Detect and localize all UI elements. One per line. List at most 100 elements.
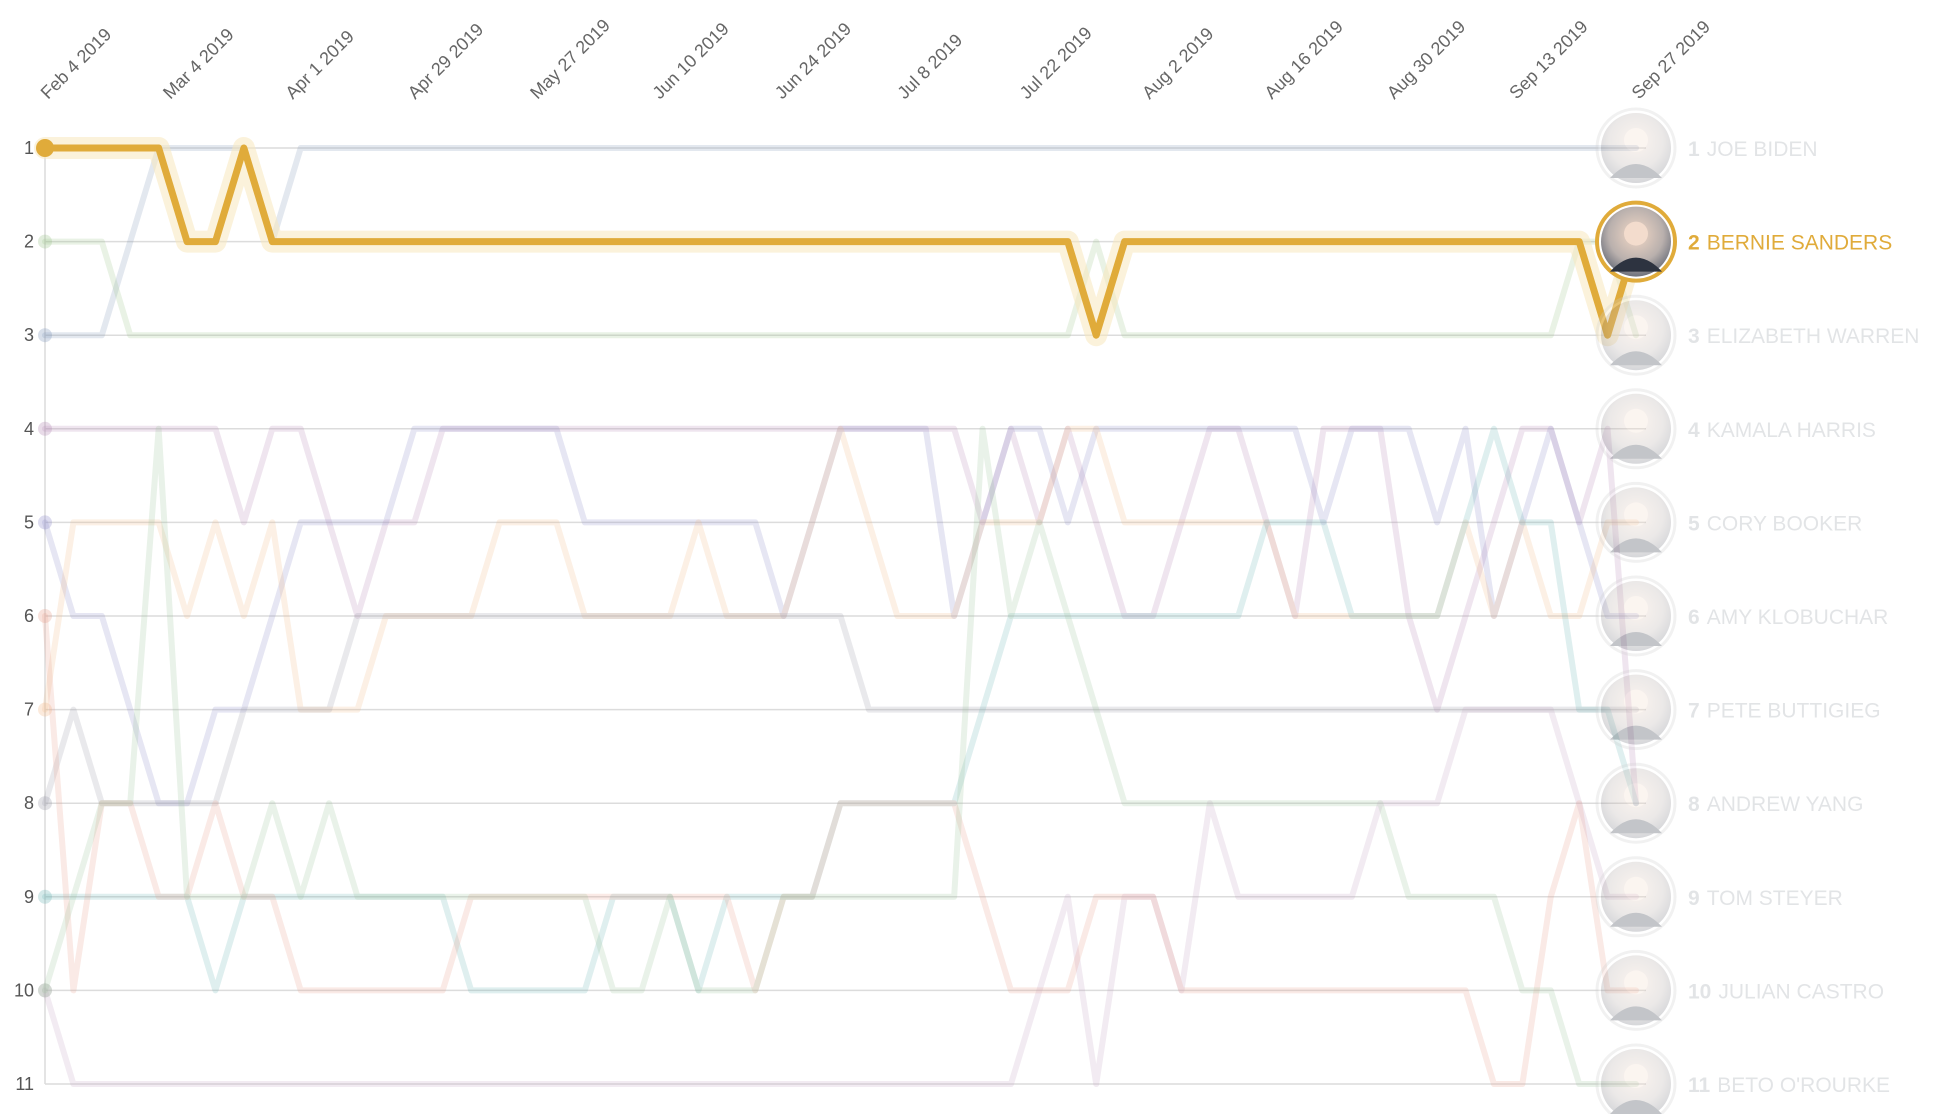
x-tick-label: Sep 27 2019 — [1628, 16, 1714, 102]
candidate-label: 1 JOE BIDEN — [1688, 138, 1818, 161]
y-tick-label: 9 — [24, 887, 34, 907]
avatar-shoulders — [1610, 257, 1662, 272]
candidate-rank: 4 — [1688, 419, 1700, 442]
series-lines — [38, 145, 1639, 1087]
y-tick-label: 6 — [24, 606, 34, 626]
avatar-head — [1624, 970, 1648, 995]
candidate-rank: 11 — [1688, 1074, 1711, 1097]
candidate-label: 11 BETO O'ROURKE — [1688, 1074, 1890, 1097]
candidate-rank: 3 — [1688, 325, 1700, 348]
avatar-head — [1624, 1064, 1648, 1088]
candidate-name: ELIZABETH WARREN — [1707, 325, 1920, 348]
series-start-dot-amy-klobuchar — [38, 702, 52, 717]
avatar — [1601, 1049, 1671, 1114]
candidate-name: ANDREW YANG — [1707, 793, 1864, 816]
avatar-shoulders — [1610, 1100, 1662, 1114]
series-line-pete-buttigieg — [42, 613, 1639, 807]
candidate-name: BERNIE SANDERS — [1707, 232, 1893, 255]
candidate-beto-o-rourke[interactable]: 11 BETO O'ROURKE — [1595, 1043, 1890, 1114]
avatar-shoulders — [1610, 632, 1662, 646]
candidate-elizabeth-warren[interactable]: 3 ELIZABETH WARREN — [1595, 294, 1919, 376]
avatar-head — [1624, 315, 1648, 340]
x-tick-label: Mar 4 2019 — [159, 24, 238, 103]
candidate-name: PETE BUTTIGIEG — [1707, 700, 1881, 723]
series-line-elizabeth-warren — [42, 238, 1639, 339]
series-line-amy-klobuchar — [42, 425, 1639, 713]
candidate-cory-booker[interactable]: 5 CORY BOOKER — [1595, 481, 1862, 563]
avatar — [1601, 861, 1671, 932]
series-start-dot-joe-biden — [38, 328, 52, 343]
candidate-name: JULIAN CASTRO — [1718, 980, 1884, 1003]
candidate-kamala-harris[interactable]: 4 KAMALA HARRIS — [1595, 388, 1876, 470]
candidate-label: 5 CORY BOOKER — [1688, 512, 1862, 535]
candidate-rank: 10 — [1688, 980, 1711, 1003]
series-start-dot-tom-steyer — [38, 983, 52, 998]
candidate-name: AMY KLOBUCHAR — [1707, 606, 1889, 629]
series-start-dot-cory-booker — [38, 515, 52, 530]
x-tick-label: Jun 24 2019 — [771, 19, 855, 103]
candidate-rank: 2 — [1688, 232, 1700, 255]
avatar — [1601, 300, 1671, 371]
x-axis-ticks: Feb 4 2019 Mar 4 2019 Apr 1 2019 Apr 29 201… — [37, 15, 1714, 103]
series-line-julian-castro — [42, 613, 1639, 1087]
x-tick-label: Jul 22 2019 — [1016, 23, 1096, 103]
series-start-dot-andrew-yang — [38, 889, 52, 904]
candidate-rank: 5 — [1688, 512, 1700, 535]
avatar-shoulders — [1610, 444, 1662, 459]
candidate-joe-biden[interactable]: 1 JOE BIDEN — [1595, 107, 1818, 189]
candidate-rank: 9 — [1688, 887, 1700, 910]
avatar-shoulders — [1610, 1006, 1662, 1021]
series-start-dot-bernie-sanders — [36, 139, 54, 157]
highlight-series — [34, 137, 1647, 347]
candidate-label: 6 AMY KLOBUCHAR — [1688, 606, 1888, 629]
candidate-rank: 8 — [1688, 793, 1700, 816]
y-tick-label: 5 — [24, 512, 34, 532]
avatar-shoulders — [1610, 351, 1662, 366]
x-tick-label: Apr 29 2019 — [404, 19, 487, 102]
candidate-label: 3 ELIZABETH WARREN — [1688, 325, 1919, 348]
candidate-label: 9 TOM STEYER — [1688, 887, 1843, 910]
candidate-name: JOE BIDEN — [1707, 138, 1818, 161]
candidate-tom-steyer[interactable]: 9 TOM STEYER — [1595, 856, 1843, 938]
candidate-bernie-sanders[interactable]: 2 BERNIE SANDERS — [1595, 200, 1893, 283]
y-tick-label: 3 — [24, 325, 34, 345]
avatar-head — [1624, 596, 1648, 620]
y-tick-label: 8 — [24, 793, 34, 813]
x-tick-label: Aug 16 2019 — [1261, 16, 1347, 102]
candidate-pete-buttigieg[interactable]: 7 PETE BUTTIGIEG — [1595, 669, 1881, 751]
series-line-tom-steyer — [42, 706, 1639, 1087]
series-start-dot-elizabeth-warren — [38, 234, 52, 249]
avatar — [1601, 393, 1671, 464]
avatar-head — [1624, 502, 1648, 527]
x-tick-label: Aug 2 2019 — [1138, 24, 1217, 103]
avatar-head — [1624, 408, 1648, 433]
candidate-labels: 1 JOE BIDEN 2 BERNIE SANDERS 3 ELIZABETH WARR… — [1595, 107, 1919, 1114]
series-line-andrew-yang — [42, 425, 1639, 994]
candidate-rank: 1 — [1688, 138, 1700, 161]
y-axis-ticks: 1 2 3 4 5 6 7 8 9 10 11 — [14, 138, 34, 1094]
series-start-dot-kamala-harris — [38, 421, 52, 436]
x-tick-label: Jun 10 2019 — [649, 19, 733, 103]
x-tick-label: Feb 4 2019 — [37, 24, 116, 103]
y-tick-label: 4 — [24, 419, 34, 439]
avatar-head — [1624, 689, 1648, 714]
candidate-amy-klobuchar[interactable]: 6 AMY KLOBUCHAR — [1595, 575, 1888, 657]
x-tick-label: May 27 2019 — [526, 15, 614, 103]
candidate-label: 10 JULIAN CASTRO — [1688, 980, 1884, 1003]
y-tick-label: 1 — [24, 138, 34, 158]
candidate-julian-castro[interactable]: 10 JULIAN CASTRO — [1595, 949, 1884, 1031]
avatar — [1601, 955, 1671, 1026]
x-tick-label: Aug 30 2019 — [1383, 16, 1469, 102]
series-line-beto-o-rourke — [42, 425, 1639, 1087]
series-start-dot-beto-o-rourke — [38, 983, 52, 998]
avatar — [1601, 487, 1671, 558]
candidate-andrew-yang[interactable]: 8 ANDREW YANG — [1595, 762, 1863, 844]
candidate-name: BETO O'ROURKE — [1717, 1074, 1890, 1097]
series-line-kamala-harris — [42, 425, 1639, 807]
avatar-head — [1624, 783, 1648, 808]
avatar — [1601, 113, 1671, 183]
candidate-label: 8 ANDREW YANG — [1688, 793, 1863, 816]
avatar-shoulders — [1610, 725, 1662, 740]
